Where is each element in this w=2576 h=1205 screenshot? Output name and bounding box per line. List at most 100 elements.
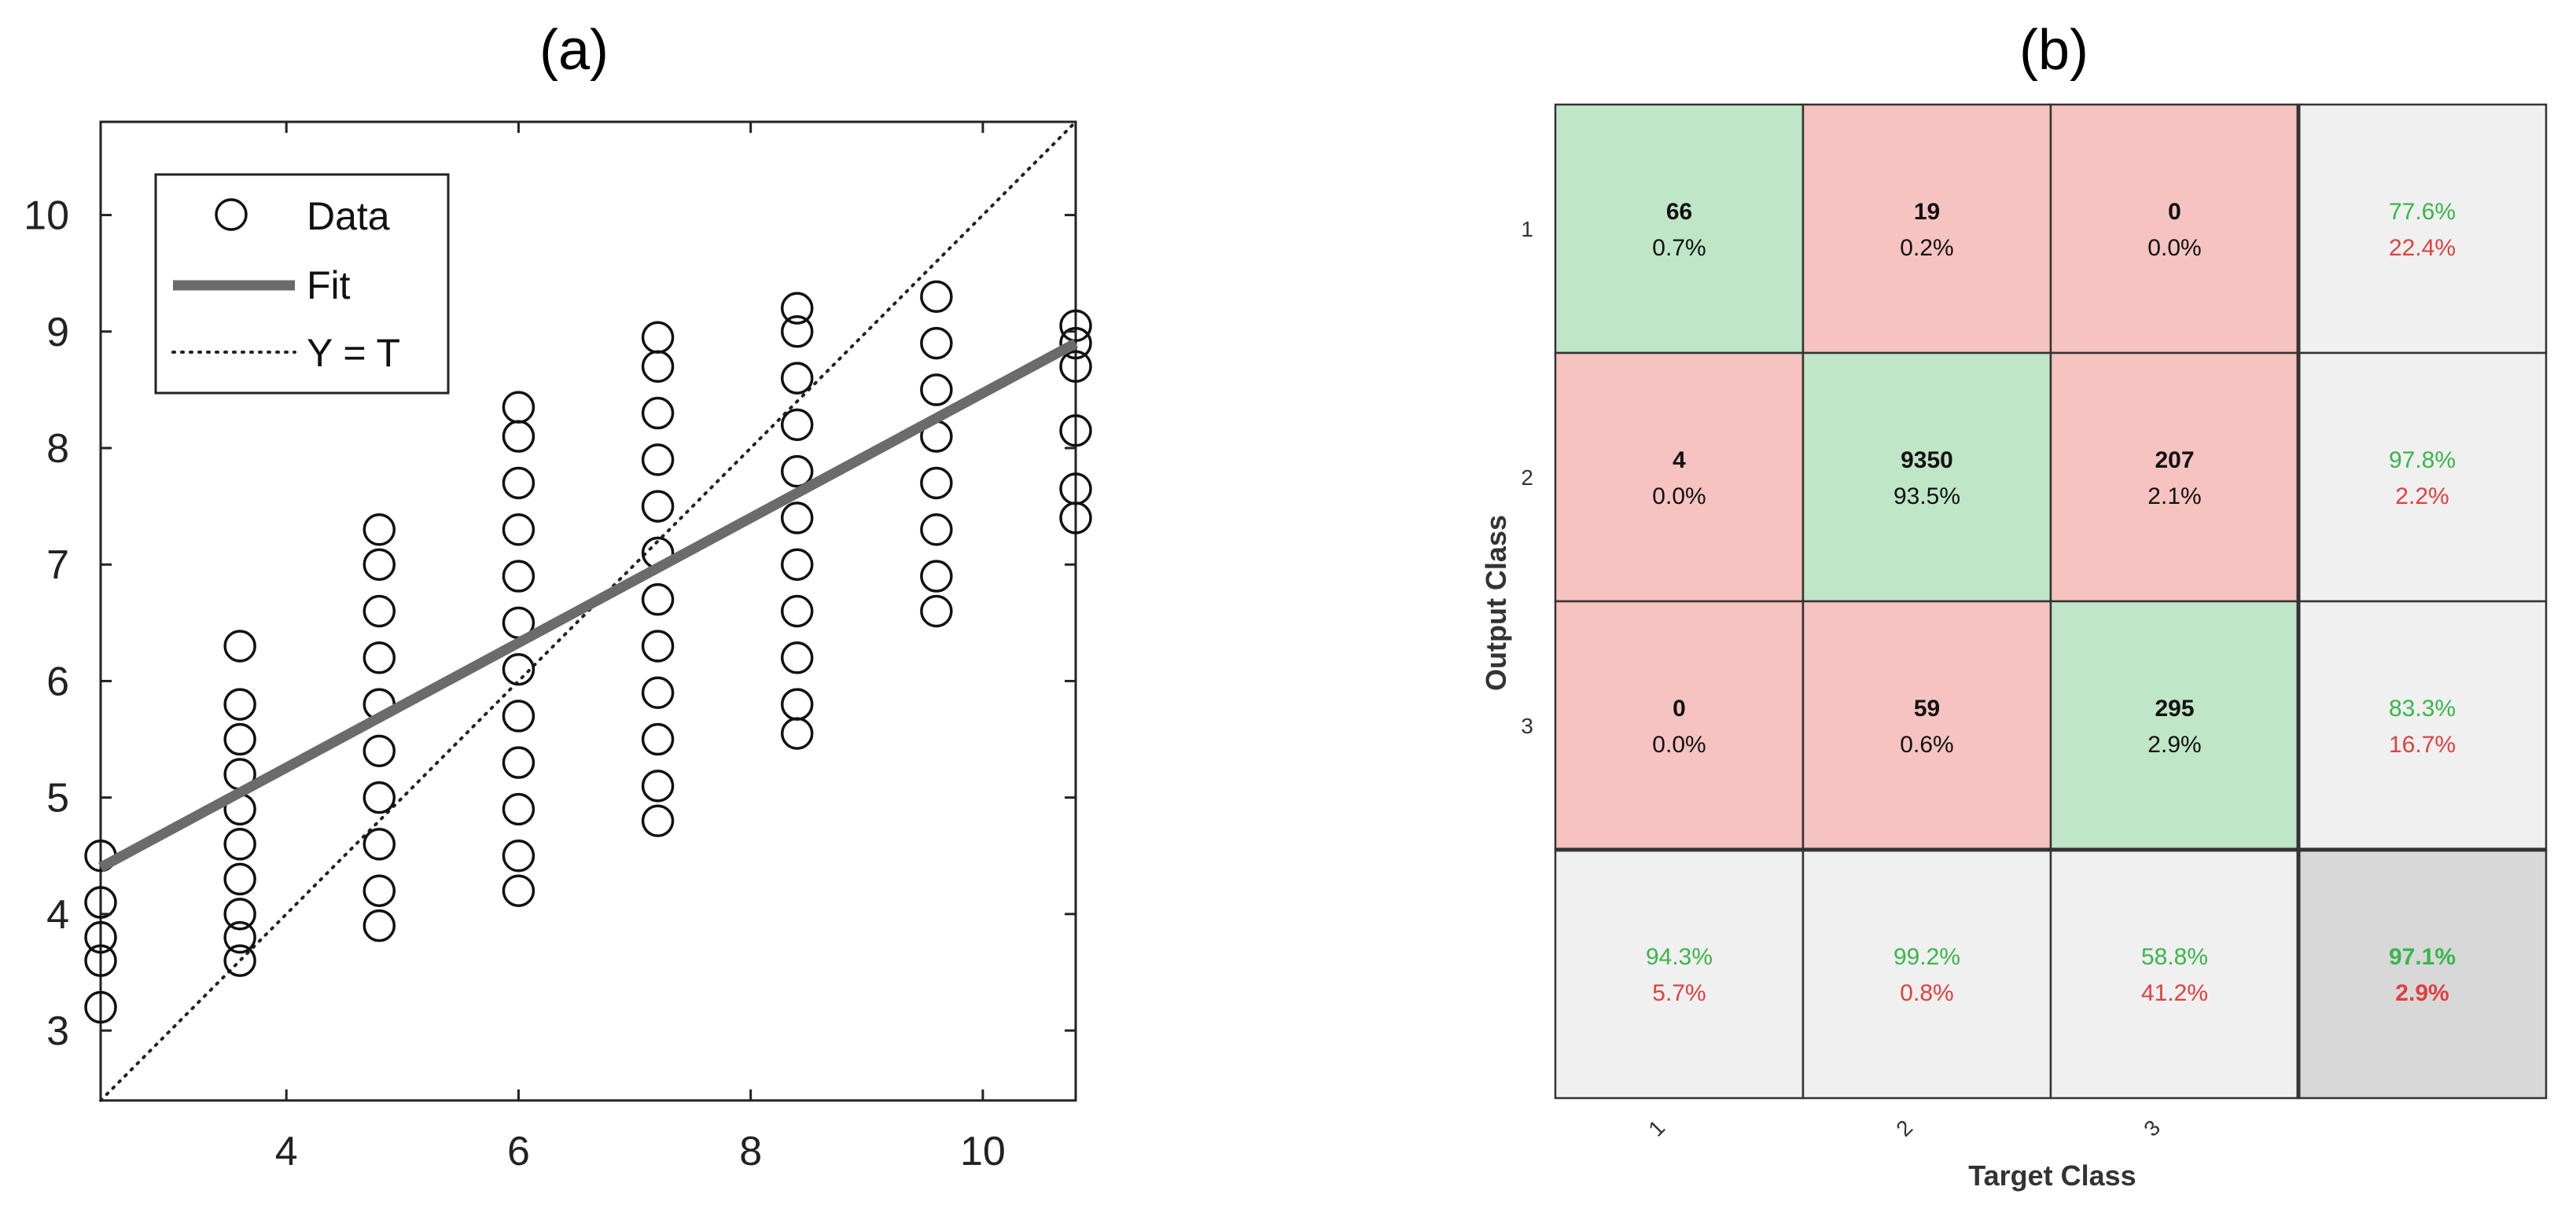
data-point	[362, 874, 396, 907]
data-point	[780, 408, 814, 442]
data-point	[1059, 350, 1092, 383]
data-point	[920, 466, 953, 500]
data-point	[502, 513, 535, 546]
matrix-cell	[1554, 351, 1805, 603]
x-axis-title: Target Class	[1968, 1159, 2136, 1192]
data-point	[920, 326, 953, 360]
overall-error: 2.9%	[2395, 980, 2449, 1006]
cell-count: 295	[2155, 696, 2194, 722]
cell-count: 207	[2155, 447, 2194, 473]
cell-count: 0	[1673, 696, 1686, 722]
y-axis-title: Output Class	[1480, 515, 1512, 691]
column-class-label: 3	[2139, 1115, 2165, 1141]
cell-count: 9350	[1901, 447, 1953, 473]
col-correct-rate: 99.2%	[1893, 944, 1960, 970]
x-tick-label: 8	[739, 1129, 762, 1174]
data-point	[641, 804, 675, 838]
data-point	[780, 454, 814, 488]
data-point	[223, 828, 256, 861]
data-point	[84, 990, 117, 1024]
col-correct-rate: 58.8%	[2141, 944, 2208, 970]
identity-line	[99, 120, 1077, 1102]
data-point	[641, 770, 675, 803]
data-point	[223, 920, 256, 954]
data-point	[780, 362, 814, 395]
matrix-cell	[1801, 351, 2052, 603]
scatter-panel: (a) 4 6 8 10 3 4 5 6 7 8 9 10 Data Fit Y = T	[24, 19, 1092, 1174]
x-axis-ticks: 4 6 8 10	[275, 122, 1006, 1174]
data-point	[362, 734, 396, 768]
matrix-cell	[2049, 351, 2300, 603]
data-point	[502, 839, 535, 873]
data-point	[502, 700, 535, 733]
row-error-rate: 16.7%	[2389, 732, 2456, 758]
data-point	[362, 781, 396, 814]
data-point	[362, 548, 396, 581]
x-tick-label: 6	[507, 1129, 530, 1174]
col-correct-rate: 94.3%	[1646, 944, 1713, 970]
data-point	[780, 641, 814, 674]
panel-b-label: (b)	[2019, 19, 2088, 82]
matrix-cell	[2049, 848, 2300, 1100]
matrix-cell	[2297, 351, 2548, 603]
row-class-label: 3	[1521, 714, 1533, 738]
confusion-matrix-panel: (b) 66 0.7% 19 0.2% 0 0.0% 77.6% 22.4% 4 0.0% 9350…	[1480, 19, 2548, 1192]
data-point	[362, 909, 396, 942]
data-point	[641, 443, 675, 476]
matrix-cell	[1554, 103, 1805, 355]
matrix-cell	[2297, 103, 2548, 355]
col-error-rate: 0.8%	[1900, 980, 1953, 1006]
data-point	[920, 280, 953, 314]
data-point	[641, 582, 675, 616]
data-point	[362, 828, 396, 861]
data-point	[780, 594, 814, 628]
data-point	[641, 396, 675, 430]
cell-count: 66	[1666, 199, 1692, 225]
matrix-cell	[2297, 600, 2548, 851]
col-error-rate: 41.2%	[2141, 980, 2208, 1006]
data-point	[1059, 472, 1092, 505]
x-tick-label: 4	[275, 1129, 298, 1174]
data-point	[223, 944, 256, 977]
matrix-cell	[1801, 848, 2052, 1100]
cell-percent: 2.9%	[2147, 732, 2201, 758]
cell-percent: 0.0%	[1652, 732, 1706, 758]
data-point	[84, 920, 117, 954]
matrix-cell	[1554, 600, 1805, 851]
overall-accuracy: 97.1%	[2389, 944, 2456, 970]
data-point	[1059, 309, 1092, 343]
row-class-label: 1	[1521, 217, 1533, 241]
data-point	[780, 688, 814, 721]
y-tick-label: 5	[46, 776, 69, 821]
data-point	[502, 391, 535, 424]
data-point	[920, 373, 953, 406]
y-tick-label: 9	[46, 310, 69, 355]
data-point	[84, 886, 117, 919]
panel-a-label: (a)	[539, 19, 609, 82]
cell-count: 0	[2168, 199, 2181, 225]
data-point	[223, 630, 256, 663]
row-error-rate: 22.4%	[2389, 235, 2456, 261]
cell-percent: 0.2%	[1900, 235, 1953, 261]
data-point	[920, 513, 953, 546]
data-point	[1059, 326, 1092, 360]
data-point	[223, 898, 256, 931]
cell-percent: 0.6%	[1900, 732, 1953, 758]
data-point	[641, 321, 675, 354]
data-point	[780, 292, 814, 325]
y-axis-ticks: 3 4 5 6 7 8 9 10	[24, 193, 1076, 1054]
y-tick-label: 10	[24, 193, 69, 239]
cell-percent: 0.0%	[1652, 483, 1706, 509]
legend-data-marker	[215, 198, 248, 231]
col-error-rate: 5.7%	[1652, 980, 1706, 1006]
data-point	[223, 862, 256, 896]
data-points	[84, 280, 1092, 1024]
data-point	[362, 641, 396, 674]
cell-count: 4	[1673, 447, 1686, 473]
y-tick-label: 3	[46, 1008, 69, 1054]
data-point	[502, 652, 535, 686]
cell-percent: 0.7%	[1652, 235, 1706, 261]
cell-count: 59	[1914, 696, 1940, 722]
row-correct-rate: 97.8%	[2389, 447, 2456, 473]
data-point	[362, 513, 396, 546]
